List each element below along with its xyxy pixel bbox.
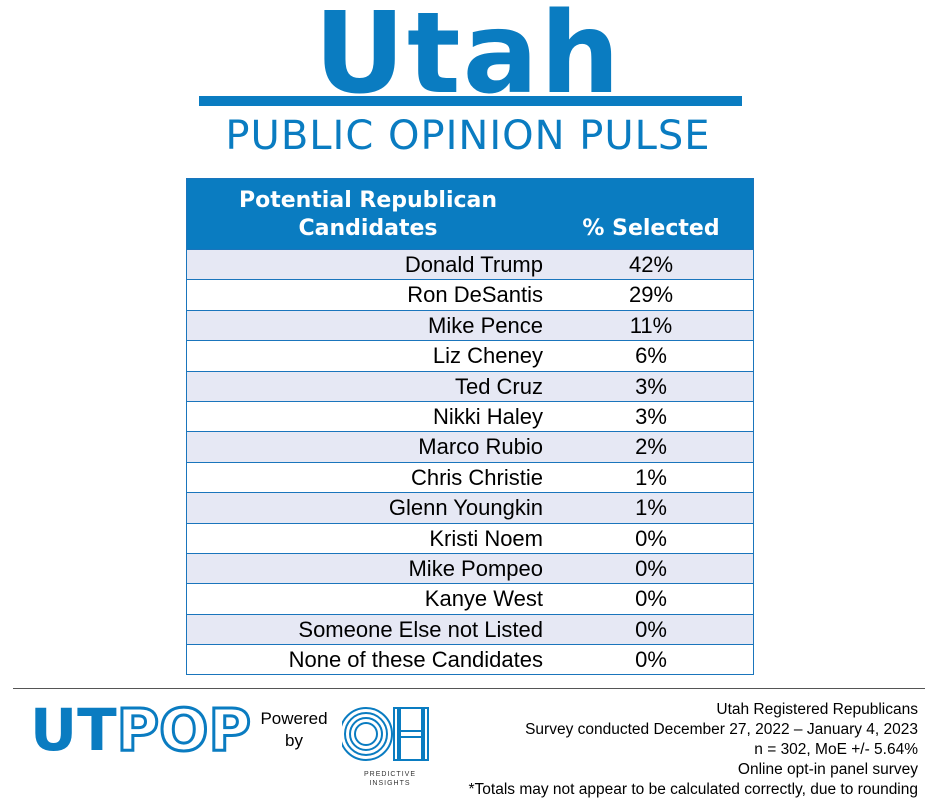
percent-selected: 0% — [635, 555, 667, 581]
candidate-name: None of these Candidates — [288, 647, 543, 673]
table-row: Liz Cheney 6% — [187, 340, 753, 370]
column-header-candidates: Potential Republican Candidates — [238, 188, 498, 241]
candidate-name: Glenn Youngkin — [388, 495, 543, 521]
candidate-name: Chris Christie — [410, 464, 543, 490]
survey-notes: Utah Registered Republicans Survey condu… — [469, 700, 918, 800]
page-subtitle: PUBLIC OPINION PULSE — [225, 113, 711, 159]
table-row: Marco Rubio 2% — [187, 431, 753, 462]
candidate-name: Liz Cheney — [432, 343, 543, 369]
footer-divider — [13, 688, 925, 689]
candidate-name: Kanye West — [424, 586, 543, 612]
table-row: Ron DeSantis 29% — [187, 279, 753, 309]
powered-by-text: Powered by — [252, 708, 336, 752]
percent-selected: 0% — [635, 616, 667, 642]
oh-caption-line-2: INSIGHTS — [369, 780, 411, 787]
percent-selected: 0% — [635, 647, 667, 673]
utpop-logo: UTPOP — [30, 699, 253, 762]
oh-caption: PREDICTIVE INSIGHTS — [350, 770, 430, 788]
table-row: Someone Else not Listed 0% — [187, 613, 753, 645]
table-body: Donald Trump 42% Ron DeSantis 29% Mike Pence… — [187, 249, 753, 674]
note-line: n = 302, MoE +/- 5.64% — [754, 741, 918, 758]
candidate-name: Kristi Noem — [429, 525, 543, 551]
table-row: Nikki Haley 3% — [187, 400, 753, 431]
table-row: Donald Trump 42% — [187, 249, 753, 280]
table-row: Mike Pompeo 0% — [187, 552, 753, 584]
table-row: Glenn Youngkin 1% — [187, 492, 753, 523]
table-row: Chris Christie 1% — [187, 461, 753, 492]
candidate-name: Donald Trump — [404, 252, 543, 277]
title-divider — [199, 96, 742, 106]
logo-pop-text: POP — [115, 696, 252, 764]
table-row: Ted Cruz 3% — [187, 370, 753, 401]
note-line: *Totals may not appear to be calculated … — [468, 781, 918, 798]
table-header: Potential Republican Candidates % Select… — [187, 179, 753, 249]
candidate-name: Ron DeSantis — [407, 282, 543, 308]
candidate-name: Ted Cruz — [454, 373, 543, 399]
percent-selected: 2% — [635, 434, 667, 460]
percent-selected: 0% — [635, 586, 667, 612]
percent-selected: 3% — [635, 373, 667, 399]
candidate-name: Marco Rubio — [418, 434, 543, 460]
table-row: None of these Candidates 0% — [187, 644, 753, 674]
percent-selected: 0% — [635, 525, 667, 551]
oh-caption-line-1: PREDICTIVE — [363, 771, 416, 778]
candidate-name: Mike Pompeo — [408, 555, 543, 581]
percent-selected: 1% — [635, 495, 667, 521]
table-row: Mike Pence 11% — [187, 309, 753, 341]
candidate-name: Mike Pence — [428, 312, 543, 338]
column-header-percent: % Selected — [582, 216, 720, 241]
candidate-name: Someone Else not Listed — [298, 616, 543, 642]
note-line: Online opt-in panel survey — [737, 761, 918, 778]
note-line: Utah Registered Republicans — [716, 701, 918, 718]
page-title: Utah — [314, 0, 622, 119]
percent-selected: 42% — [628, 252, 674, 277]
percent-selected: 6% — [635, 343, 667, 369]
candidate-name: Nikki Haley — [432, 403, 543, 429]
powered-line-2: by — [285, 731, 303, 750]
logo-ut-text: UT — [30, 696, 117, 764]
percent-selected: 29% — [628, 282, 674, 308]
note-line: Survey conducted December 27, 2022 – Jan… — [525, 721, 918, 738]
percent-selected: 3% — [635, 403, 667, 429]
table-row: Kanye West 0% — [187, 583, 753, 613]
table-row: Kristi Noem 0% — [187, 522, 753, 553]
powered-line-1: Powered — [260, 709, 328, 728]
percent-selected: 11% — [629, 312, 673, 338]
oh-predictive-insights-logo — [342, 707, 429, 761]
percent-selected: 1% — [635, 464, 667, 490]
results-table: Potential Republican Candidates % Select… — [186, 178, 754, 676]
